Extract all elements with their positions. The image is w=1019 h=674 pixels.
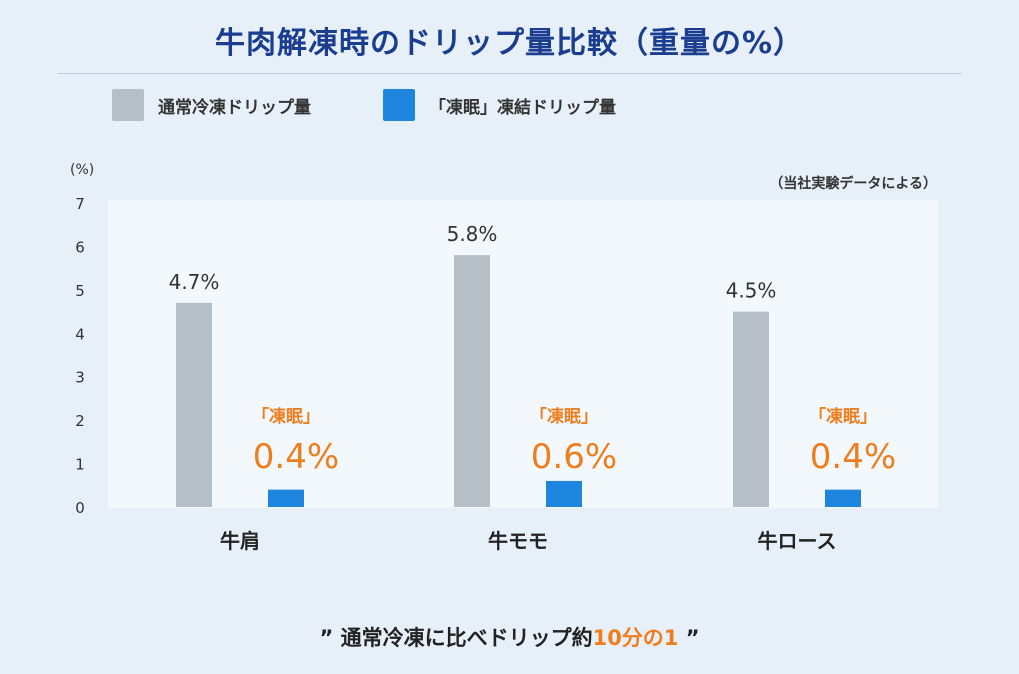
bar-normal-label-1: 5.8% (447, 222, 498, 246)
summary-text: 通常冷凍に比べドリップ約 (340, 626, 593, 650)
bar-tomin-tag-0: 「凍眠」 (252, 406, 320, 427)
title-divider (58, 73, 962, 74)
y-tick-label-3: 3 (75, 369, 85, 387)
chart-title: 牛肉解凍時のドリップ量比較（重量の%） (214, 26, 805, 61)
y-tick-label-4: 4 (75, 325, 85, 343)
x-category-label-0: 牛肩 (220, 529, 260, 553)
legend-swatch-normal (112, 89, 144, 121)
x-category-label-2: 牛ロース (758, 529, 837, 553)
bar-normal-2 (733, 311, 769, 507)
y-tick-label-5: 5 (75, 282, 85, 300)
legend-label-normal: 通常冷凍ドリップ量 (158, 97, 311, 118)
bar-normal-0 (176, 302, 212, 507)
legend-label-tomin: 「凍眠」凍結ドリップ量 (429, 97, 616, 118)
y-tick-label-2: 2 (75, 412, 85, 430)
y-axis-unit: (%) (70, 162, 95, 178)
plot-area (108, 200, 938, 508)
bar-tomin-label-2: 0.4% (810, 437, 896, 477)
y-tick-label-1: 1 (75, 456, 85, 474)
source-note: （当社実験データによる） (769, 176, 937, 192)
y-tick-label-7: 7 (75, 195, 85, 213)
x-category-label-1: 牛モモ (488, 529, 548, 553)
bar-tomin-0 (268, 489, 304, 507)
legend-swatch-tomin (383, 89, 415, 121)
bar-tomin-label-0: 0.4% (253, 437, 339, 477)
bar-tomin-1 (546, 480, 582, 507)
bar-normal-1 (454, 255, 490, 507)
summary-open-quote: ” (319, 626, 334, 650)
summary-caption: ” 通常冷凍に比べドリップ約10分の1 ” (0, 622, 1019, 652)
y-tick-label-6: 6 (75, 238, 85, 256)
bar-tomin-tag-1: 「凍眠」 (530, 406, 598, 427)
bar-tomin-tag-2: 「凍眠」 (809, 406, 877, 427)
y-tick-label-0: 0 (75, 499, 85, 517)
summary-close-quote: ” (685, 626, 700, 650)
bar-normal-label-0: 4.7% (169, 270, 220, 294)
summary-highlight: 10分の1 (592, 626, 679, 650)
legend-item-normal: 通常冷凍ドリップ量 (112, 89, 311, 121)
bar-normal-label-2: 4.5% (726, 279, 777, 303)
legend-item-tomin: 「凍眠」凍結ドリップ量 (383, 89, 616, 121)
bar-tomin-label-1: 0.6% (531, 437, 617, 477)
bar-tomin-2 (825, 489, 861, 507)
